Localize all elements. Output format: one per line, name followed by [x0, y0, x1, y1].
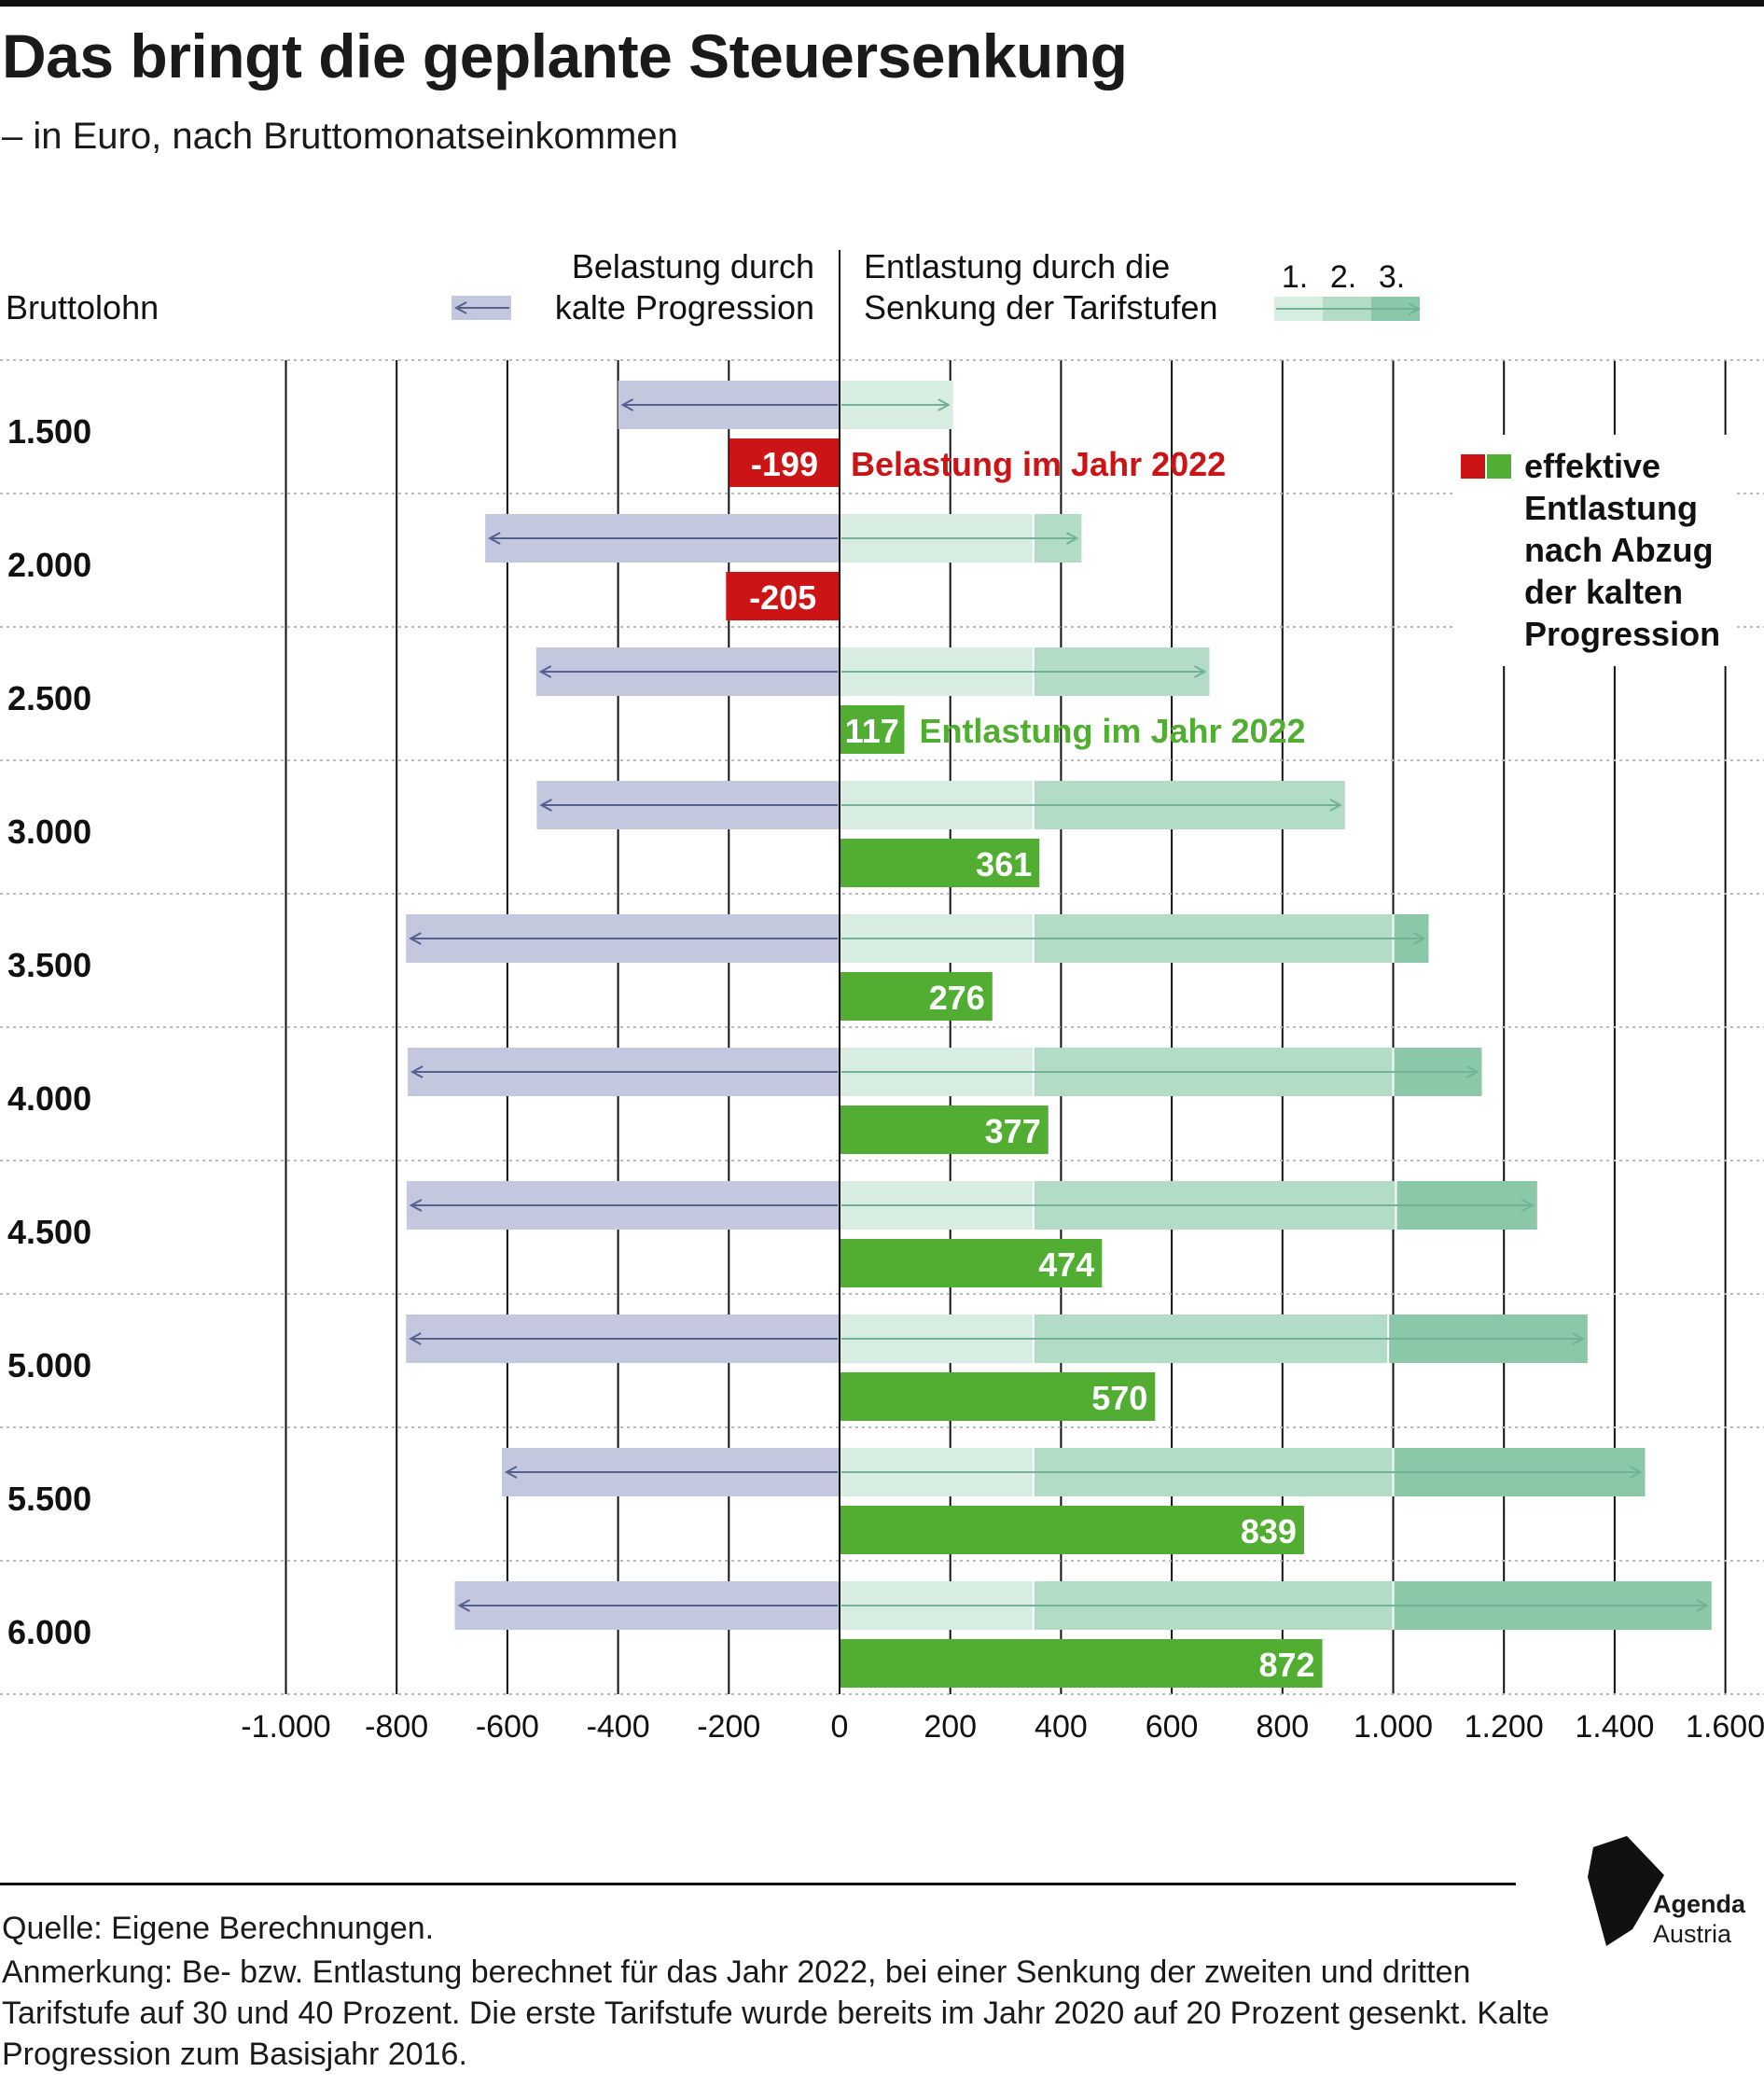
logo-text-agenda: Agenda — [1653, 1890, 1746, 1918]
relief-arrow-head — [1465, 1065, 1479, 1078]
annotation-burden-2022: Belastung im Jahr 2022 — [851, 445, 1226, 483]
effective-bar — [729, 438, 840, 487]
source-text: Quelle: Eigene Berechnungen. — [2, 1911, 435, 1946]
effective-value-label: -205 — [749, 578, 816, 617]
row-label: 5.000 — [7, 1346, 91, 1384]
x-tick-label: -200 — [697, 1709, 760, 1745]
top-rule — [0, 0, 1764, 7]
effective-bar — [840, 705, 905, 754]
burden-arrow-head — [620, 398, 634, 411]
row-label: 2.000 — [7, 546, 91, 584]
x-tick-label: -800 — [365, 1709, 428, 1745]
logo-text-austria: Austria — [1653, 1920, 1732, 1948]
stage-legend-label: 3. — [1379, 259, 1405, 295]
relief-legend-line2: Senkung der Tarifstufen — [864, 288, 1218, 327]
effective-bar — [840, 1639, 1323, 1688]
burden-arrow-head — [504, 1466, 518, 1479]
burden-legend-line2: kalte Progression — [555, 288, 814, 327]
row-label: 5.500 — [7, 1480, 91, 1518]
effective-bar — [840, 839, 1040, 887]
burden-arrow-head — [409, 1332, 422, 1345]
x-tick-label: 200 — [924, 1709, 977, 1745]
relief-arrow-head — [1696, 1599, 1709, 1612]
row-label: 6.000 — [7, 1613, 91, 1651]
effective-legend-text: effektive — [1524, 447, 1660, 485]
effective-legend-text: nach Abzug — [1524, 531, 1714, 569]
effective-value-label: 872 — [1258, 1646, 1314, 1684]
effective-value-label: -199 — [751, 445, 818, 483]
row-label: 1.500 — [7, 412, 91, 451]
effective-value-label: 276 — [929, 979, 985, 1017]
row-label: 3.000 — [7, 813, 91, 851]
footer-rule — [0, 1883, 1516, 1885]
row-label: 4.500 — [7, 1213, 91, 1251]
effective-bar — [840, 1372, 1156, 1421]
x-tick-label: -1.000 — [241, 1709, 330, 1745]
x-tick-label: 0 — [831, 1709, 849, 1745]
effective-value-label: 117 — [845, 712, 899, 750]
x-tick-label: 800 — [1256, 1709, 1309, 1745]
x-tick-label: 1.400 — [1575, 1709, 1654, 1745]
stage-legend-label: 1. — [1282, 259, 1308, 295]
effective-bar — [840, 1506, 1304, 1554]
x-tick-label: 1.600 — [1686, 1709, 1764, 1745]
effective-legend-text: Progression — [1524, 615, 1720, 653]
chart-subtitle: – in Euro, nach Bruttomonatseinkommen — [2, 116, 678, 157]
relief-arrow-head — [1193, 665, 1207, 678]
relief-arrow-head — [1630, 1466, 1643, 1479]
effective-legend-text: Entlastung — [1524, 489, 1698, 527]
burden-legend-line1: Belastung durch — [572, 247, 814, 285]
burden-arrow-head — [409, 932, 422, 945]
x-tick-label: 1.000 — [1354, 1709, 1433, 1745]
effective-value-label: 839 — [1241, 1512, 1297, 1551]
effective-legend-swatch-negative — [1461, 454, 1485, 479]
effective-value-label: 361 — [976, 845, 1032, 883]
effective-legend-text: der kalten — [1524, 573, 1683, 611]
x-tick-label: 1.200 — [1465, 1709, 1544, 1745]
relief-arrow-head — [1329, 799, 1342, 812]
effective-bar — [726, 572, 840, 620]
effective-value-label: 570 — [1091, 1379, 1147, 1417]
x-tick-label: 600 — [1146, 1709, 1199, 1745]
x-tick-label: -400 — [587, 1709, 650, 1745]
row-label: 4.000 — [7, 1079, 91, 1118]
effective-value-label: 377 — [985, 1112, 1041, 1150]
burden-arrow-head — [488, 532, 501, 545]
relief-legend-line1: Entlastung durch die — [864, 247, 1170, 285]
burden-arrow-head — [409, 1199, 423, 1212]
chart-title: Das bringt die geplante Steuersenkung — [2, 21, 1128, 90]
burden-arrow-head — [457, 1599, 470, 1612]
annotation-relief-2022: Entlastung im Jahr 2022 — [919, 712, 1305, 750]
row-label: 2.500 — [7, 679, 91, 717]
relief-arrow-head — [1521, 1199, 1535, 1212]
burden-arrow-head — [538, 665, 552, 678]
burden-arrow-head — [539, 799, 552, 812]
relief-arrow-head — [938, 398, 951, 411]
note-text: Anmerkung: Be- bzw. Entlastung berechnet… — [2, 1954, 1549, 2072]
x-tick-label: -600 — [476, 1709, 539, 1745]
burden-arrow-head — [410, 1065, 424, 1078]
chart: 1.500 -199 2.000 -205 2.500 117 3.000 361 3.500 2… — [0, 247, 1764, 1745]
stage-legend-label: 2. — [1330, 259, 1356, 295]
row-header: Bruttolohn — [6, 288, 159, 327]
burden-legend-arrow-head — [453, 301, 467, 314]
x-tick-label: 400 — [1035, 1709, 1088, 1745]
relief-arrow-head — [1065, 532, 1079, 545]
agenda-austria-logo — [1588, 1836, 1664, 1946]
relief-legend-arrow-head — [1408, 302, 1422, 315]
effective-bar — [840, 1106, 1049, 1154]
row-label: 3.500 — [7, 946, 91, 984]
relief-arrow-head — [1413, 932, 1426, 945]
effective-bar — [840, 972, 993, 1021]
effective-legend-swatch-positive — [1487, 454, 1511, 479]
relief-arrow-head — [1572, 1332, 1585, 1345]
effective-bar — [840, 1239, 1103, 1287]
effective-value-label: 474 — [1038, 1245, 1094, 1284]
